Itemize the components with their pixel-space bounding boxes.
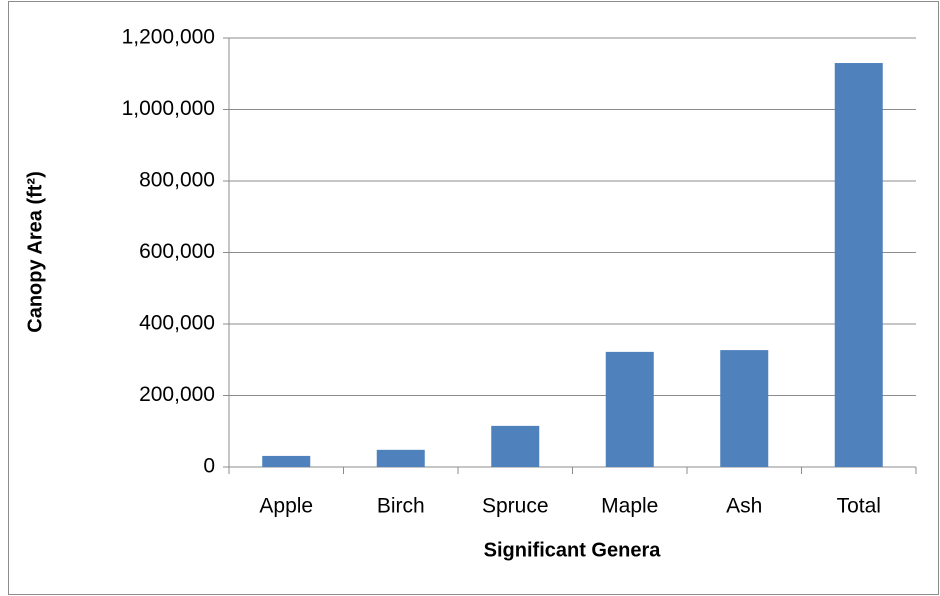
x-tick-label: Apple: [259, 495, 313, 518]
bar: [834, 63, 883, 468]
y-tick-label: 800,000: [139, 169, 215, 192]
y-tick-label: 0: [203, 455, 215, 478]
y-tick-label: 1,200,000: [122, 26, 215, 49]
bar: [376, 449, 425, 467]
bar: [262, 455, 311, 467]
chart-border: [8, 1, 939, 595]
bar: [491, 425, 540, 467]
x-tick-label: Birch: [377, 495, 425, 518]
x-tick-label: Total: [837, 495, 881, 518]
x-tick-label: Spruce: [482, 495, 549, 518]
y-tick-label: 1,000,000: [122, 97, 215, 120]
y-tick-label: 200,000: [139, 383, 215, 406]
y-axis-title: Canopy Area (ft²): [24, 171, 46, 332]
y-tick-label: 600,000: [139, 240, 215, 263]
x-tick-label: Ash: [726, 495, 762, 518]
bar: [720, 350, 769, 467]
x-tick-label: Maple: [601, 495, 658, 518]
y-tick-label: 400,000: [139, 312, 215, 335]
x-axis-title: Significant Genera: [484, 539, 662, 561]
bar: [605, 351, 654, 467]
